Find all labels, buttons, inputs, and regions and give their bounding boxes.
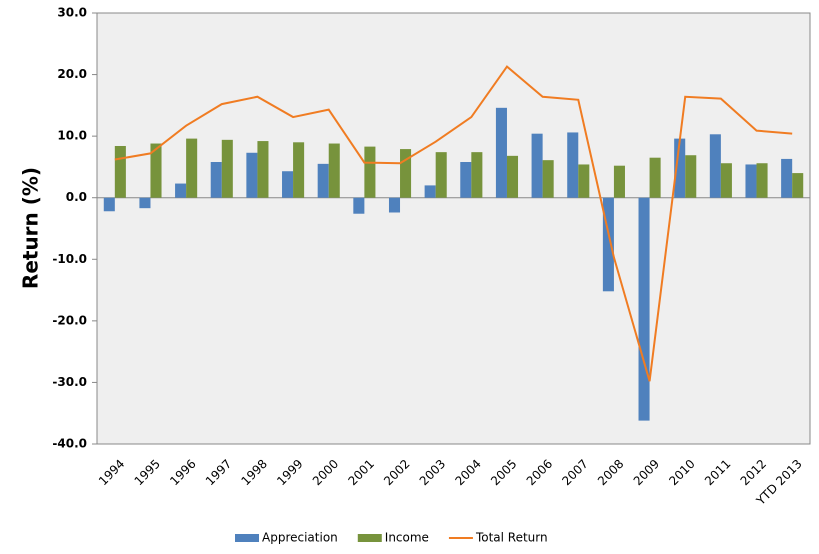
y-tick-label: -10.0 [52, 252, 87, 266]
bar [114, 145, 126, 198]
bar [745, 164, 757, 198]
bar [175, 183, 187, 198]
bar [792, 173, 804, 198]
bar [781, 158, 793, 198]
bar [139, 197, 151, 209]
x-tick-label: 2005 [488, 457, 519, 488]
legend-label: Appreciation [262, 531, 338, 545]
bar [613, 165, 625, 198]
x-tick-label: 2010 [666, 457, 697, 488]
bar [150, 143, 162, 198]
x-tick-label: 1998 [239, 457, 270, 488]
legend-swatch [235, 534, 259, 542]
bar [495, 107, 507, 198]
x-tick-label: 2012 [738, 457, 769, 488]
legend-swatch [357, 534, 382, 542]
bar [471, 152, 483, 198]
bar [282, 171, 294, 198]
y-tick-label: 30.0 [57, 6, 87, 20]
bar [103, 197, 115, 212]
bar [460, 162, 472, 198]
bar [531, 133, 543, 198]
legend-label: Income [385, 531, 429, 545]
x-tick-label: 2004 [452, 457, 483, 488]
x-tick-label: 2009 [631, 457, 662, 488]
bar [709, 134, 721, 198]
x-tick-label: 2001 [345, 457, 376, 488]
x-tick-label: 1995 [132, 457, 163, 488]
y-tick-label: 0.0 [66, 190, 87, 204]
x-tick-label: 2007 [559, 457, 590, 488]
y-tick-label: 10.0 [57, 129, 87, 143]
y-tick-label: 20.0 [57, 67, 87, 81]
y-tick-label: -40.0 [52, 437, 87, 451]
bar [317, 163, 329, 198]
x-tick-label: 2008 [595, 457, 626, 488]
y-tick-label: -20.0 [52, 313, 87, 327]
bar [602, 197, 614, 292]
bar [257, 141, 269, 198]
bar [578, 164, 590, 198]
x-tick-label: 1997 [203, 457, 234, 488]
bar [435, 152, 447, 198]
bar [246, 152, 258, 198]
x-tick-label: 2003 [417, 457, 448, 488]
legend-label: Total Return [475, 531, 548, 545]
bar [210, 162, 222, 198]
bar [685, 155, 697, 198]
bar [364, 146, 376, 198]
x-tick-label: 2011 [702, 457, 733, 488]
bar [638, 197, 650, 421]
plot-area [96, 12, 811, 445]
bar [506, 155, 519, 198]
bar [756, 163, 768, 198]
bar [424, 185, 436, 198]
x-tick-label: 1999 [274, 457, 305, 488]
bar [649, 157, 661, 198]
x-tick-label: 1996 [167, 457, 198, 488]
bar [674, 138, 686, 198]
x-tick-label: 2002 [381, 457, 412, 488]
bar [567, 132, 579, 198]
x-tick-label: 2006 [524, 457, 555, 488]
bar [221, 139, 233, 198]
x-tick-label: 1994 [96, 457, 127, 488]
y-tick-label: -30.0 [52, 375, 87, 389]
line [114, 65, 793, 382]
y-axis-label: Return (%) [19, 167, 43, 289]
bar [542, 160, 554, 198]
bar [388, 197, 401, 213]
bar [353, 197, 365, 214]
bar [328, 143, 340, 198]
bar [720, 163, 732, 198]
x-tick-label: 2000 [310, 457, 341, 488]
bar [293, 142, 305, 198]
bar [186, 138, 198, 198]
bar [400, 149, 412, 198]
